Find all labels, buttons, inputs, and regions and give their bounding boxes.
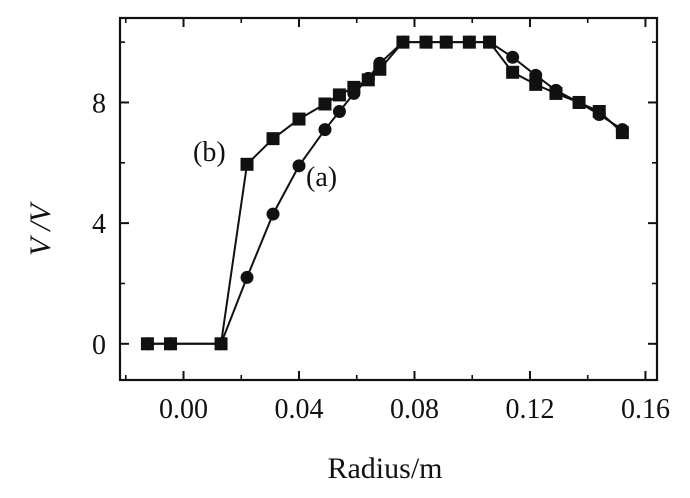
series-lines [147,41,624,345]
series-markers [140,35,629,351]
data-point-b [140,337,154,351]
x-tick-label: 0.16 [621,394,670,425]
y-tick-label: 4 [92,209,106,240]
data-point-a [318,123,332,137]
data-point-b [332,88,346,102]
data-point-b [462,35,476,49]
data-point-b [240,157,254,171]
data-point-a [240,270,254,284]
series-line-a [147,41,623,345]
data-point-b [615,126,629,140]
series-label-a: (a) [306,162,337,193]
data-point-b [592,105,606,119]
x-tick-label: 0.04 [275,394,324,425]
data-point-b [266,132,280,146]
data-point-b [373,62,387,76]
x-tick-label: 0.12 [505,394,554,425]
data-point-b [214,337,228,351]
data-point-b [164,337,178,351]
data-point-b [396,35,410,49]
data-point-a [506,50,520,64]
axes-layer: 0.00 0.04 0.08 0.12 0.16 0 4 8 [92,16,670,425]
data-point-a [266,207,280,221]
x-tick-label: 0.08 [390,394,439,425]
y-axis-title: V /V [24,200,57,256]
y-tick-label: 8 [92,88,106,119]
data-point-b [483,35,497,49]
x-tick-label: 0.00 [159,394,208,425]
data-point-b [318,97,332,111]
data-point-b [506,65,520,79]
y-tick-label: 0 [92,330,106,361]
plot-frame [118,16,659,382]
data-point-b [572,95,586,109]
data-point-a [332,105,346,119]
data-point-b [347,80,361,94]
data-point-b [439,35,453,49]
data-point-b [361,73,375,87]
data-point-b [529,77,543,91]
x-axis-title: Radius/m [327,452,442,485]
data-point-a [292,159,306,173]
data-point-b [292,112,306,126]
data-point-b [419,35,433,49]
series-label-b: (b) [193,137,226,168]
data-point-b [549,86,563,100]
series-line-b [147,41,624,345]
labels-layer: Radius/m V /V (b) (a) [24,137,443,485]
